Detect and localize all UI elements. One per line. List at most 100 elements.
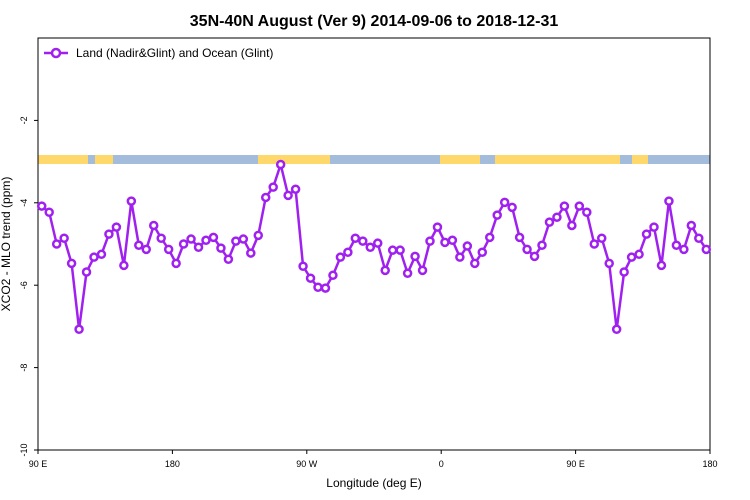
data-point [484,232,495,243]
data-point [664,196,674,206]
data-point [694,233,704,243]
data-point [455,252,465,262]
legend-marker [50,47,62,59]
data-point [462,241,473,251]
data-point [283,190,293,201]
data-point [223,254,234,264]
data-point [477,247,488,257]
data-point [619,267,629,277]
data-point [582,207,592,218]
data-point [589,239,600,249]
y-tick-label: -10 [19,443,29,456]
data-point [104,229,114,239]
data-point [574,201,585,211]
x-tick-label: 180 [702,459,717,469]
x-tick-label: 90 E [566,459,585,469]
data-point [320,283,331,293]
data-point [365,242,376,253]
data-point [596,233,607,243]
data-point [626,252,637,262]
data-point [358,236,368,246]
data-point [260,192,271,203]
data-point [470,258,480,269]
data-point [641,229,652,239]
data-point [201,235,211,246]
y-tick-label: -8 [19,364,29,372]
data-point [313,282,323,293]
x-tick-label: 90 E [29,459,48,469]
data-point [507,202,517,213]
data-point [148,220,159,231]
data-point [216,243,226,253]
data-point [44,207,54,218]
data-point [440,237,450,248]
data-point [246,248,256,258]
data-point [231,236,241,246]
data-point [425,236,435,246]
x-tick-label: 90 W [296,459,318,469]
data-point [410,251,420,262]
data-point [350,233,361,243]
y-tick-label: -6 [19,281,29,289]
data-point [529,251,540,262]
data-point [74,324,84,335]
data-point [178,239,189,249]
data-point [298,261,308,271]
data-point [402,268,413,279]
data-point [89,252,99,262]
x-axis-label: Longitude (deg E) [326,476,421,490]
data-point [328,270,338,281]
data-point [81,267,92,277]
data-point [156,233,166,243]
data-point [417,265,428,276]
data-point [134,240,144,250]
data-point [51,239,62,249]
y-tick-label: -4 [19,199,29,207]
data-point [275,159,286,170]
data-point [193,242,204,253]
data-point [126,196,137,206]
map-strip [38,155,710,164]
data-point [522,244,532,255]
x-tick-label: 180 [165,459,180,469]
y-axis-label: XCO2 - MLO trend (ppm) [0,177,13,312]
data-point [559,201,570,211]
data-point [380,265,390,276]
data-point [604,258,614,269]
data-point [432,222,443,232]
data-point [679,244,689,255]
data-point [447,235,458,246]
data-point [238,234,249,244]
x-tick-label: 0 [439,459,444,469]
data-point [119,260,129,271]
data-point [290,184,301,194]
legend-label: Land (Nadir&Glint) and Ocean (Glint) [76,46,273,60]
data-point [59,233,69,243]
y-tick-label: -2 [19,116,29,124]
data-point [552,212,562,222]
data-point [537,240,547,250]
data-point [701,244,712,255]
data-point [395,245,405,255]
data-point [634,249,644,260]
data-point [372,238,383,248]
data-point [186,234,196,244]
data-point [611,324,622,335]
data-point [253,230,264,241]
chart-title: 35N-40N August (Ver 9) 2014-09-06 to 201… [190,13,559,30]
data-point [499,197,510,208]
data-point [343,247,353,257]
data-point [514,232,525,243]
data-point [305,273,316,283]
data-point [141,244,152,255]
data-point [96,249,107,260]
data-point [36,201,47,211]
data-point [544,217,555,227]
data-point [66,258,77,269]
data-point [268,182,278,192]
data-point [686,220,697,231]
data-point [163,244,174,255]
data-point [671,240,682,250]
plot-frame [37,37,711,451]
